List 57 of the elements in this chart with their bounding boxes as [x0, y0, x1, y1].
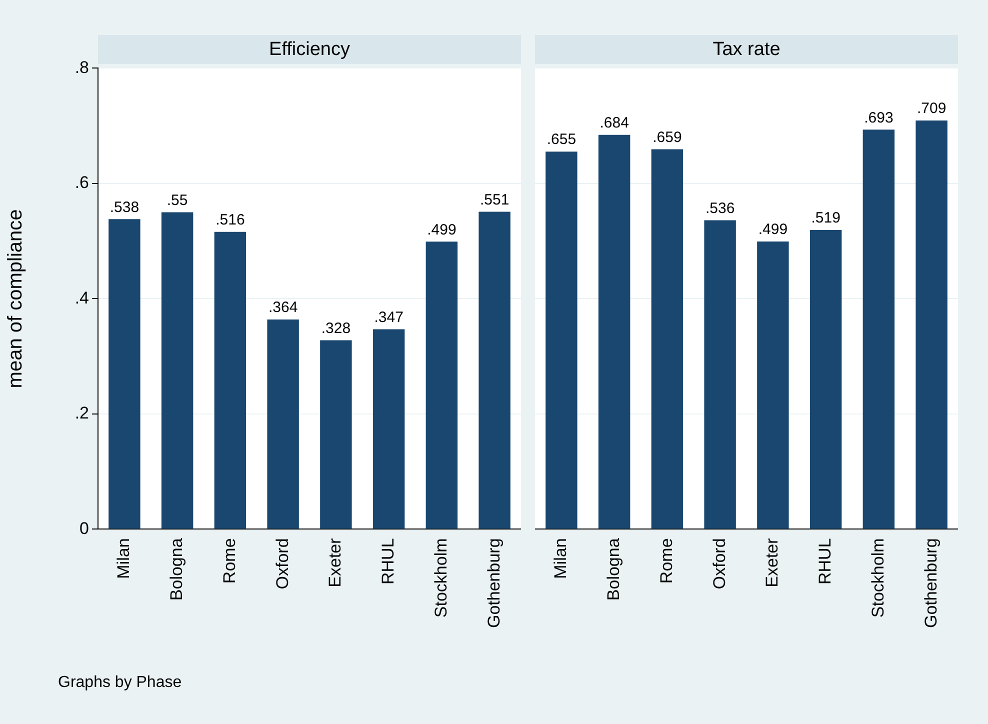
- x-tick-label: RHUL: [816, 538, 834, 585]
- x-tick-label: RHUL: [378, 538, 398, 585]
- x-tick-label: Exeter: [762, 538, 782, 588]
- x-tick-label: Oxford: [272, 538, 292, 590]
- x-tick-label: Milan: [114, 538, 134, 579]
- bar: [810, 230, 842, 529]
- bar: [320, 340, 352, 529]
- bar: [108, 219, 140, 529]
- data-label: .551: [480, 191, 510, 208]
- bar: [862, 130, 895, 529]
- data-label: .709: [916, 100, 946, 118]
- y-tick-label: .6: [74, 173, 89, 192]
- x-tick-label: Gothenburg: [484, 538, 504, 628]
- data-label: .499: [758, 221, 788, 238]
- bar: [214, 232, 246, 529]
- bar: [916, 120, 948, 529]
- data-label: .55: [166, 192, 188, 209]
- x-tick-label: Oxford: [710, 538, 729, 590]
- data-label: .659: [652, 128, 682, 146]
- y-axis-title: mean of compliance: [4, 209, 27, 388]
- data-label: .693: [864, 109, 894, 126]
- x-tick-label: Gothenburg: [921, 538, 940, 628]
- bar: [598, 134, 630, 529]
- chart-title: Tax rate: [535, 35, 958, 64]
- bar: [426, 242, 458, 529]
- data-label: .536: [705, 200, 735, 217]
- data-label: .519: [811, 210, 840, 227]
- data-label: .364: [268, 299, 298, 316]
- y-tick-label: .4: [74, 288, 89, 308]
- x-tick-label: Exeter: [326, 538, 345, 588]
- bar: [704, 220, 736, 529]
- data-label: .328: [321, 320, 351, 337]
- data-label: .499: [427, 221, 456, 238]
- text: Graphs by Phase: [58, 674, 182, 692]
- data-label: .538: [110, 198, 140, 216]
- bar: [161, 212, 194, 529]
- x-tick-label: Bologna: [604, 538, 623, 601]
- y-tick-label: .2: [74, 404, 89, 423]
- x-tick-label: Rome: [220, 538, 239, 584]
- chart-title: Efficiency: [98, 35, 521, 64]
- bar: [651, 149, 684, 529]
- bar: [267, 319, 299, 529]
- bar: [478, 212, 510, 529]
- y-tick-label: .8: [74, 58, 89, 77]
- y-tick-label: 0: [80, 518, 89, 538]
- x-tick-label: Milan: [551, 538, 570, 579]
- x-tick-label: Stockholm: [431, 538, 450, 618]
- data-label: .516: [216, 212, 245, 228]
- bar: [372, 329, 405, 529]
- data-label: .347: [374, 308, 404, 326]
- data-label: .655: [546, 131, 576, 148]
- x-tick-label: Rome: [656, 538, 676, 584]
- x-tick-label: Bologna: [167, 538, 186, 601]
- bar: [757, 242, 789, 529]
- x-tick-label: Stockholm: [868, 538, 888, 618]
- bar: [546, 152, 578, 529]
- data-label: .684: [600, 114, 629, 132]
